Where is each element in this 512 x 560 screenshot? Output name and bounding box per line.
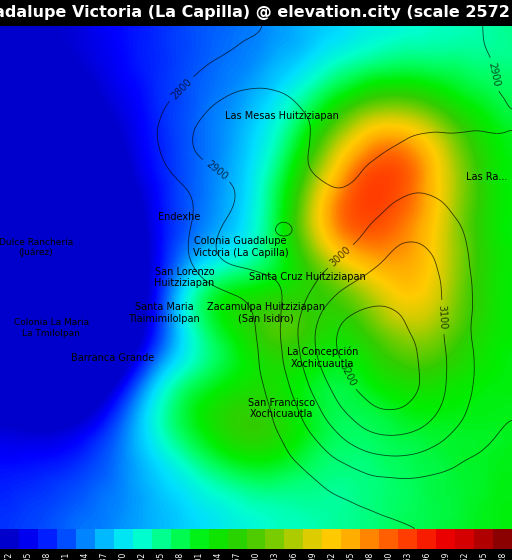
Text: 3200: 3200 xyxy=(337,361,357,388)
Text: 2835: 2835 xyxy=(157,552,166,560)
Text: 2572: 2572 xyxy=(5,552,14,560)
Text: 2967: 2967 xyxy=(232,552,242,560)
FancyBboxPatch shape xyxy=(417,529,436,549)
Text: 2638: 2638 xyxy=(43,552,52,560)
FancyBboxPatch shape xyxy=(246,529,266,549)
FancyBboxPatch shape xyxy=(266,529,285,549)
Text: 2934: 2934 xyxy=(214,552,223,560)
Text: Colonia Guadalupe Victoria (La Capilla) @ elevation.city (scale 2572 .. 3428 m)*: Colonia Guadalupe Victoria (La Capilla) … xyxy=(0,6,512,20)
Text: 3033: 3033 xyxy=(270,552,280,560)
FancyBboxPatch shape xyxy=(76,529,95,549)
Text: 3000: 3000 xyxy=(328,245,353,268)
Text: 3165: 3165 xyxy=(346,552,355,560)
Text: Santa Maria
Tlaimimilolpan: Santa Maria Tlaimimilolpan xyxy=(128,302,200,324)
Text: La Concepción
Xochicuautla: La Concepción Xochicuautla xyxy=(287,347,358,369)
Text: Barranca Grande: Barranca Grande xyxy=(71,353,154,363)
Text: 3329: 3329 xyxy=(441,552,450,560)
FancyBboxPatch shape xyxy=(360,529,379,549)
FancyBboxPatch shape xyxy=(227,529,246,549)
FancyBboxPatch shape xyxy=(19,529,38,549)
Text: Santa Cruz Huitziziapan: Santa Cruz Huitziziapan xyxy=(249,273,366,282)
FancyBboxPatch shape xyxy=(304,529,323,549)
Text: 3132: 3132 xyxy=(327,552,336,560)
FancyBboxPatch shape xyxy=(285,529,304,549)
Text: Zacamulpa Huitziziapan
(San Isidro): Zacamulpa Huitziziapan (San Isidro) xyxy=(207,302,325,324)
FancyBboxPatch shape xyxy=(455,529,474,549)
Text: Endexhe: Endexhe xyxy=(158,212,200,222)
Text: 2671: 2671 xyxy=(62,552,71,560)
Text: 2901: 2901 xyxy=(195,552,204,560)
Text: 2770: 2770 xyxy=(119,552,128,560)
Text: 3066: 3066 xyxy=(289,552,298,560)
Text: Dulce Ranchería
(Juárez): Dulce Ranchería (Juárez) xyxy=(0,237,73,257)
FancyBboxPatch shape xyxy=(38,529,57,549)
FancyBboxPatch shape xyxy=(474,529,493,549)
FancyBboxPatch shape xyxy=(95,529,114,549)
FancyBboxPatch shape xyxy=(493,529,512,549)
FancyBboxPatch shape xyxy=(323,529,342,549)
Text: 3198: 3198 xyxy=(365,552,374,560)
Text: Las Mesas Huitziziapan: Las Mesas Huitziziapan xyxy=(225,111,338,122)
FancyBboxPatch shape xyxy=(398,529,417,549)
Text: 3000: 3000 xyxy=(251,552,261,560)
Text: Colonia Guadalupe
Victoria (La Capilla): Colonia Guadalupe Victoria (La Capilla) xyxy=(193,236,288,258)
Text: 2868: 2868 xyxy=(176,552,185,560)
FancyBboxPatch shape xyxy=(342,529,360,549)
FancyBboxPatch shape xyxy=(133,529,152,549)
FancyBboxPatch shape xyxy=(189,529,208,549)
Text: 2802: 2802 xyxy=(138,552,147,560)
FancyBboxPatch shape xyxy=(152,529,170,549)
Text: 3428: 3428 xyxy=(498,552,507,560)
Text: 3230: 3230 xyxy=(384,552,393,560)
Text: Colonia La Maria
La Tmilolpan: Colonia La Maria La Tmilolpan xyxy=(14,318,89,338)
FancyBboxPatch shape xyxy=(379,529,398,549)
Text: 3099: 3099 xyxy=(308,552,317,560)
FancyBboxPatch shape xyxy=(436,529,455,549)
FancyBboxPatch shape xyxy=(57,529,76,549)
Text: San Lorenzo
Huitziziapan: San Lorenzo Huitziziapan xyxy=(154,267,215,288)
Text: 3395: 3395 xyxy=(479,552,488,560)
Text: 2900: 2900 xyxy=(204,159,229,182)
FancyBboxPatch shape xyxy=(0,529,19,549)
Text: Las Ra...: Las Ra... xyxy=(466,172,507,182)
Text: 3263: 3263 xyxy=(403,552,412,560)
Text: 2800: 2800 xyxy=(169,77,194,101)
Text: 2704: 2704 xyxy=(81,552,90,560)
Text: San Francisco
Xochicuautla: San Francisco Xochicuautla xyxy=(248,398,315,419)
Text: 3100: 3100 xyxy=(437,305,448,330)
FancyBboxPatch shape xyxy=(170,529,189,549)
FancyBboxPatch shape xyxy=(114,529,133,549)
Text: 3362: 3362 xyxy=(460,552,469,560)
Text: 3296: 3296 xyxy=(422,552,431,560)
Text: 2900: 2900 xyxy=(486,62,501,88)
Text: 2737: 2737 xyxy=(100,552,109,560)
FancyBboxPatch shape xyxy=(208,529,227,549)
Text: 2605: 2605 xyxy=(24,552,33,560)
